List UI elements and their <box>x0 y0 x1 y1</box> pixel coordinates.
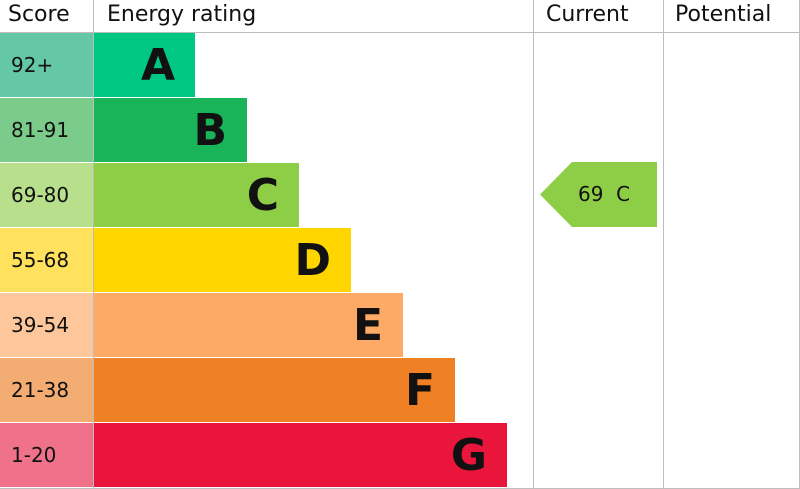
score-range-f: 21-38 <box>0 358 93 422</box>
current-rating-label: 69 C <box>578 162 630 226</box>
rating-letter: D <box>294 235 331 286</box>
rating-bar-f: F <box>94 358 455 422</box>
rating-letter: G <box>450 430 487 481</box>
rating-bar-a: A <box>94 33 195 97</box>
header-divider <box>0 32 800 33</box>
rating-bar-c: C <box>94 163 299 227</box>
score-range-b: 81-91 <box>0 98 93 162</box>
header-potential: Potential <box>675 2 772 27</box>
current-letter: C <box>616 182 631 206</box>
score-range-e: 39-54 <box>0 293 93 357</box>
rating-bar-e: E <box>94 293 403 357</box>
rating-letter: C <box>246 170 279 221</box>
header-energy-rating: Energy rating <box>107 2 257 27</box>
rating-bar-b: B <box>94 98 247 162</box>
column-divider <box>533 0 534 489</box>
rating-bar-g: G <box>94 423 507 487</box>
header-score: Score <box>8 2 70 27</box>
rating-letter: B <box>193 105 227 156</box>
rating-letter: E <box>352 300 383 351</box>
rating-bar-d: D <box>94 228 351 292</box>
current-rating-arrow <box>540 162 657 227</box>
rating-letter: F <box>404 365 435 416</box>
header-current: Current <box>546 2 629 27</box>
score-range-d: 55-68 <box>0 228 93 292</box>
score-range-g: 1-20 <box>0 423 93 487</box>
column-divider <box>93 0 94 489</box>
score-range-a: 92+ <box>0 33 93 97</box>
current-score: 69 <box>578 182 604 206</box>
score-range-c: 69-80 <box>0 163 93 227</box>
rating-letter: A <box>140 40 175 91</box>
column-divider <box>663 0 664 489</box>
